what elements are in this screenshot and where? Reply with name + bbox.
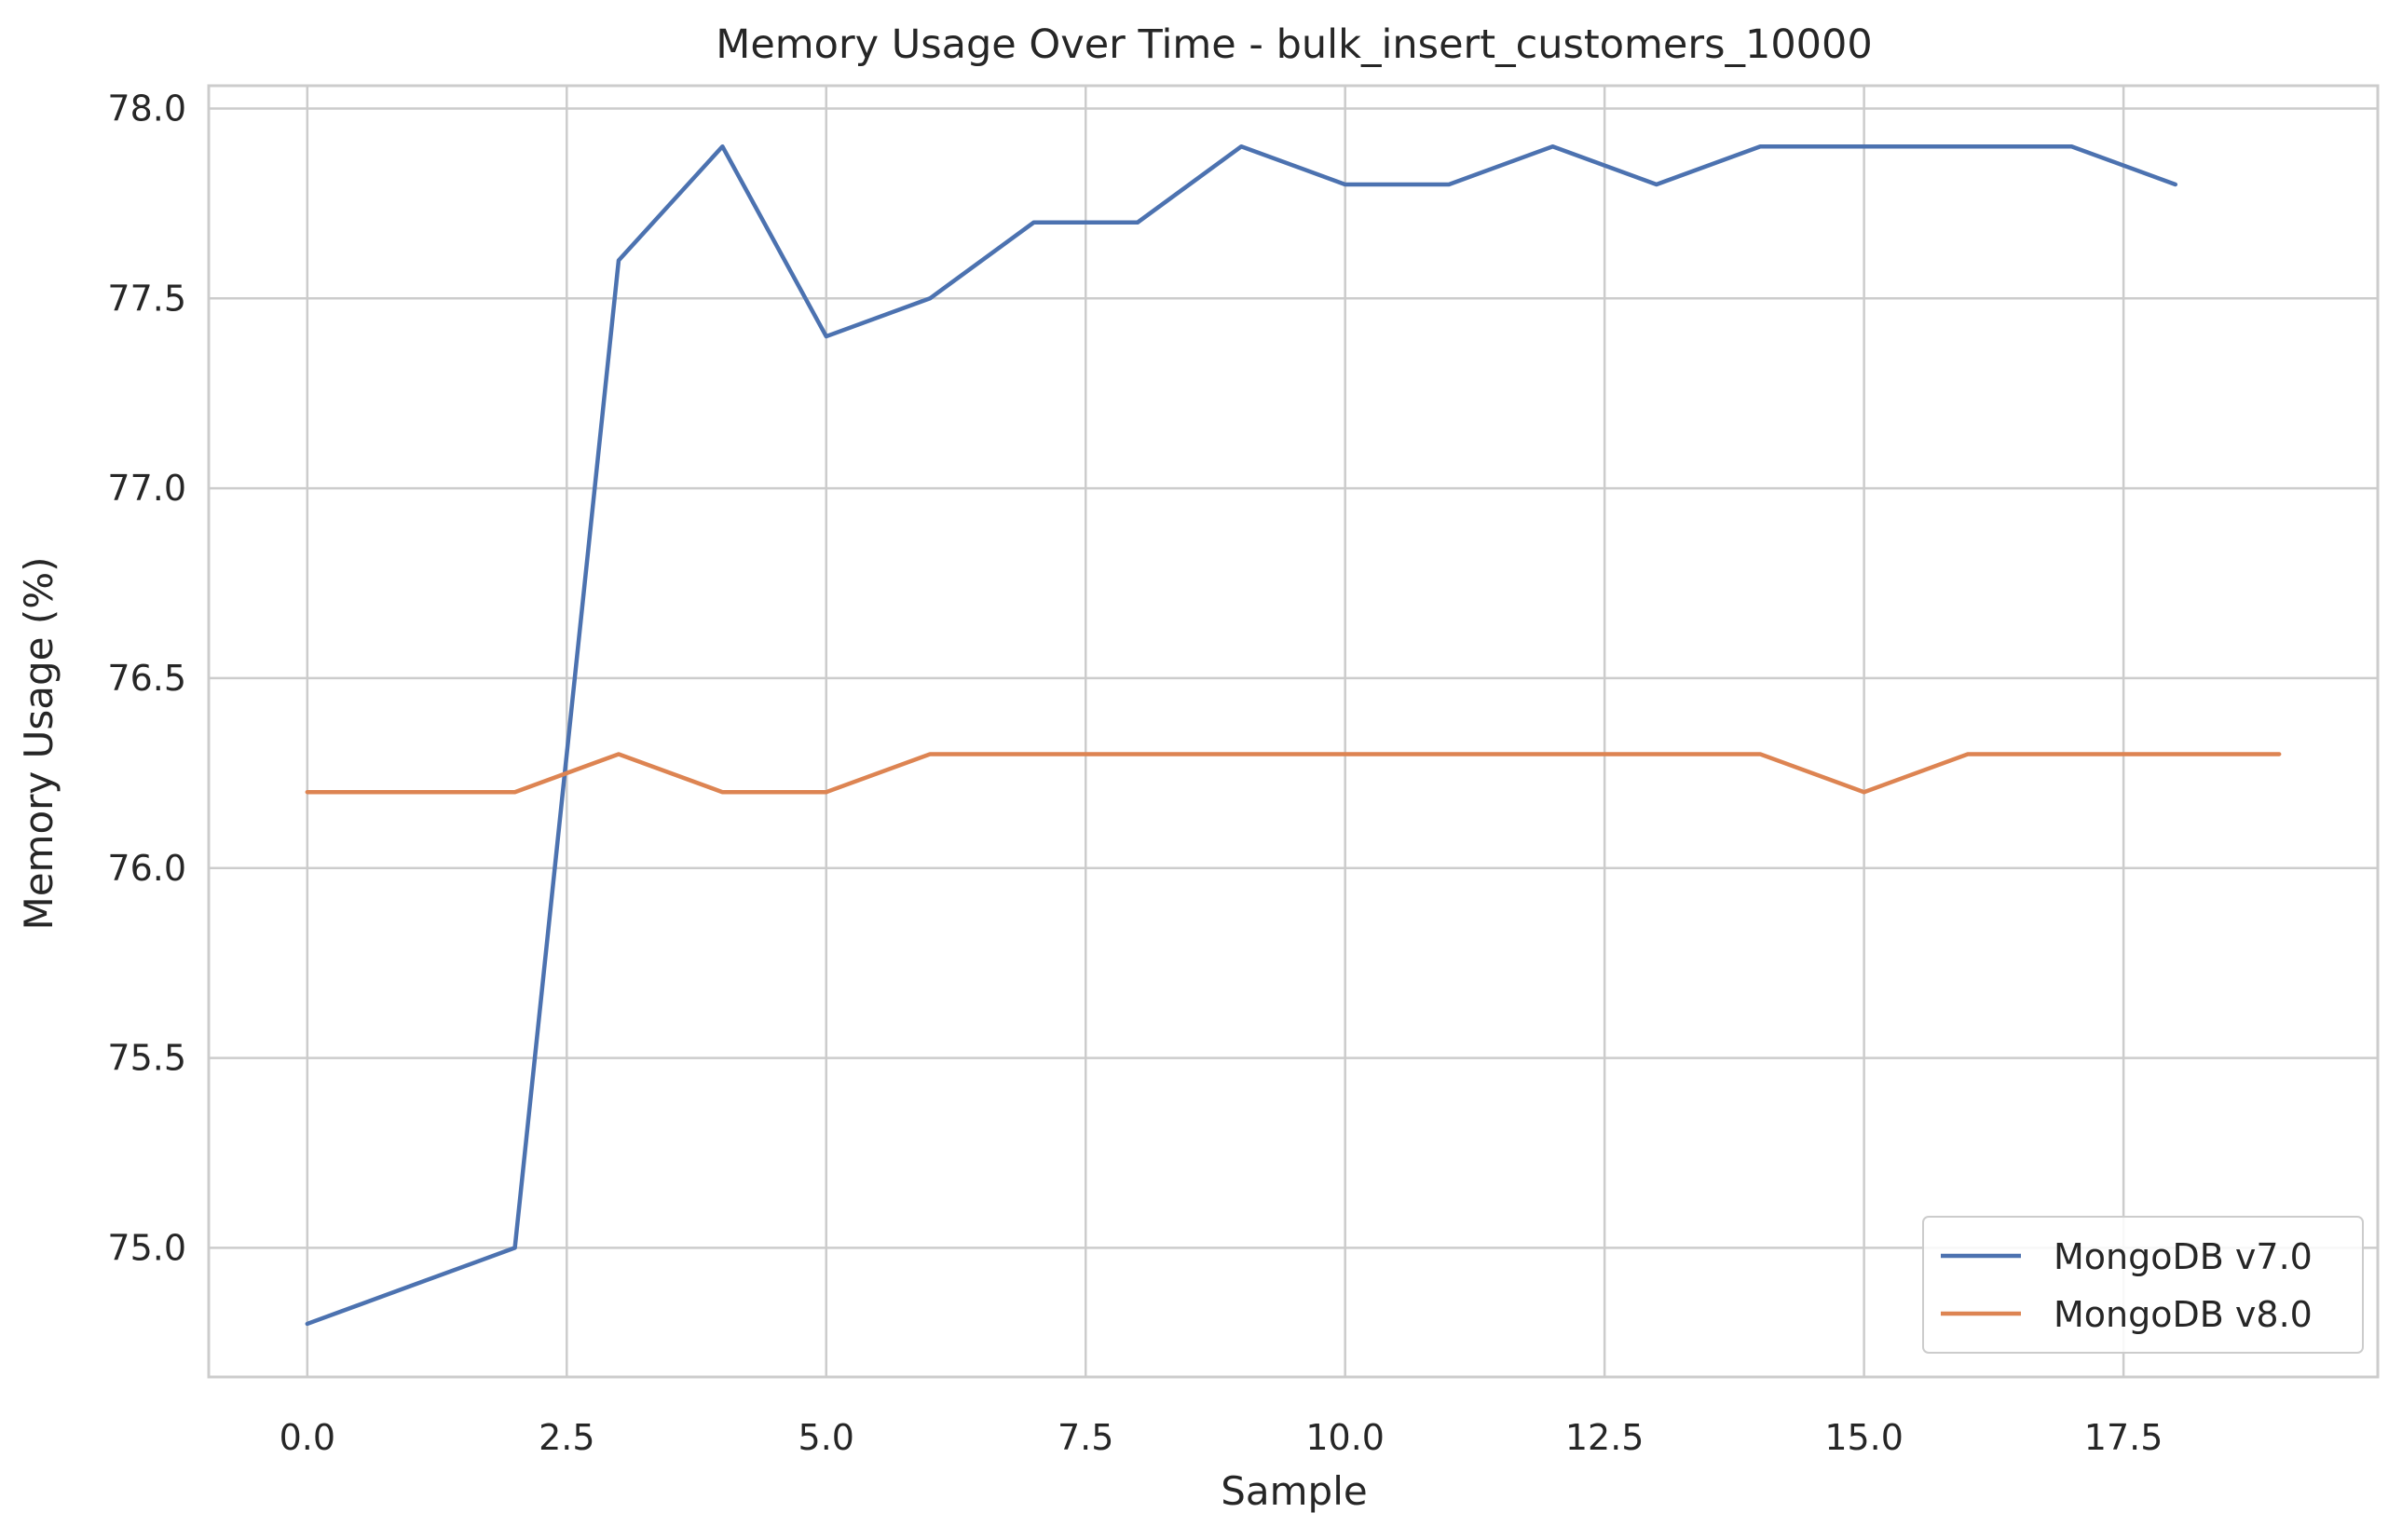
y-tick-label: 76.5 xyxy=(107,658,186,699)
grid-lines xyxy=(209,86,2378,1377)
x-tick-label: 17.5 xyxy=(2084,1417,2163,1458)
y-tick-label: 75.0 xyxy=(107,1227,186,1268)
plot-frame xyxy=(207,84,2380,1379)
x-tick-label: 15.0 xyxy=(1824,1417,1904,1458)
plot-area xyxy=(209,86,2378,1377)
series-layer xyxy=(305,143,2282,1327)
series-line-v8 xyxy=(305,752,2282,795)
legend-label-v7: MongoDB v7.0 xyxy=(2054,1236,2313,1277)
chart-title: Memory Usage Over Time - bulk_insert_cus… xyxy=(716,21,1873,68)
legend-label-v8: MongoDB v8.0 xyxy=(2054,1294,2313,1335)
series-line-v7 xyxy=(305,143,2178,1327)
x-tick-label: 7.5 xyxy=(1058,1417,1113,1458)
y-tick-label: 77.0 xyxy=(107,468,186,509)
x-tick-labels: 0.0 2.5 5.0 7.5 10.0 12.5 15.0 17.5 xyxy=(280,1417,2163,1458)
y-axis-title: Memory Usage (%) xyxy=(16,556,61,930)
x-tick-label: 5.0 xyxy=(798,1417,854,1458)
legend: MongoDB v7.0 MongoDB v8.0 xyxy=(1922,1216,2364,1354)
y-tick-label: 75.5 xyxy=(107,1038,186,1079)
y-tick-label: 76.0 xyxy=(107,848,186,889)
y-tick-label: 78.0 xyxy=(107,88,186,129)
x-tick-label: 10.0 xyxy=(1305,1417,1385,1458)
x-tick-label: 12.5 xyxy=(1565,1417,1645,1458)
y-tick-label: 77.5 xyxy=(107,278,186,319)
y-tick-labels: 75.0 75.5 76.0 76.5 77.0 77.5 78.0 xyxy=(107,88,186,1268)
x-tick-label: 0.0 xyxy=(280,1417,335,1458)
plot-border xyxy=(207,84,2380,1379)
legend-box xyxy=(1922,1216,2364,1354)
x-axis-title: Sample xyxy=(1221,1468,1367,1514)
x-tick-label: 2.5 xyxy=(539,1417,594,1458)
plot-background xyxy=(209,86,2378,1377)
